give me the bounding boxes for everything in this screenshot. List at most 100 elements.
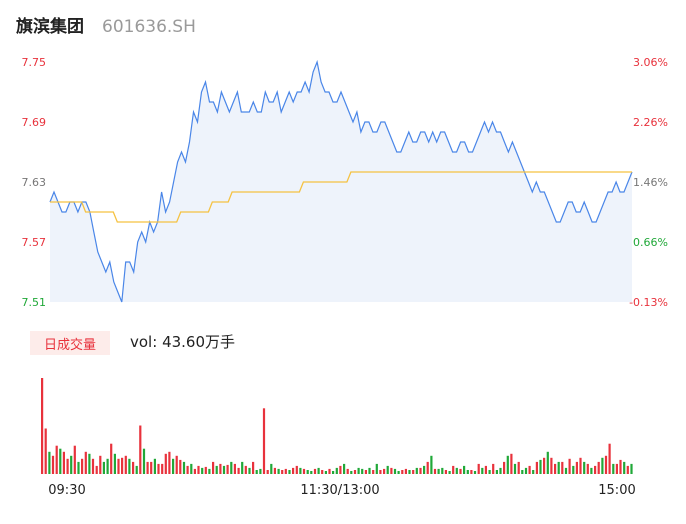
volume-bar [321, 470, 324, 474]
volume-bar [415, 467, 418, 474]
y-tick-label-right: 0.66% [633, 236, 668, 249]
volume-bar [390, 467, 393, 474]
x-tick-label: 11:30/13:00 [300, 483, 379, 498]
volume-bar [99, 455, 102, 474]
volume-bar [324, 471, 327, 474]
volume-bar [313, 468, 317, 474]
volume-bar [623, 461, 626, 474]
volume-bar [121, 457, 124, 474]
volume-bar [615, 463, 618, 474]
volume-bar [164, 453, 167, 474]
volume-bar [66, 458, 69, 474]
y-tick-label-right: 1.46% [633, 176, 668, 189]
volume-bar [506, 455, 509, 474]
volume-bar [612, 463, 615, 474]
volume-bar [408, 470, 411, 474]
volume-bar [102, 461, 105, 474]
volume-bar [426, 461, 429, 474]
volume-bar [212, 461, 215, 474]
volume-bar [193, 468, 196, 474]
volume-bar [608, 443, 611, 474]
volume-bar [292, 467, 295, 474]
volume-bar [51, 455, 55, 474]
volume-bar [604, 455, 608, 474]
volume-bar [539, 459, 542, 474]
volume-bar [343, 463, 346, 474]
volume-bar [386, 465, 389, 474]
volume-bar [135, 465, 138, 474]
volume-bar [455, 467, 458, 474]
volume-bar [517, 461, 520, 474]
volume-bar [186, 465, 189, 474]
volume-bar [543, 457, 546, 474]
volume-bar [110, 443, 113, 474]
volume-bar [579, 457, 582, 474]
volume-bar [179, 459, 182, 474]
volume-bar [241, 461, 244, 474]
y-tick-label-left: 7.63 [22, 176, 47, 189]
volume-bar [437, 468, 440, 474]
volume-bar [510, 453, 513, 474]
volume-bar [252, 461, 255, 474]
volume-bar [55, 445, 58, 474]
volume-bar [586, 463, 589, 474]
volume-bar [124, 455, 127, 474]
volume-bar [95, 465, 98, 474]
y-tick-label-left: 7.69 [22, 116, 47, 129]
volume-bar [477, 463, 480, 474]
volume-bar [113, 453, 116, 474]
volume-bar [262, 408, 266, 474]
volume-bar [448, 471, 451, 474]
volume-bar [473, 471, 477, 474]
volume-bar [77, 461, 80, 474]
volume-bar [62, 451, 65, 474]
volume-bar [208, 468, 211, 474]
volume-bar [528, 465, 531, 474]
y-tick-label-right: -0.13% [629, 296, 668, 309]
volume-bar [379, 470, 382, 474]
volume-bar [117, 458, 120, 474]
volume-bar [470, 470, 473, 474]
volume-bar [132, 461, 135, 474]
volume-badge[interactable]: 日成交量 [30, 331, 110, 355]
volume-bar [328, 468, 331, 474]
volume-bar [430, 455, 433, 474]
volume-bar [401, 470, 404, 474]
volume-bar [353, 470, 357, 474]
volume-bar [81, 458, 84, 474]
volume-bar [201, 467, 204, 474]
volume-bar [350, 471, 353, 474]
volume-bar [375, 463, 378, 474]
volume-bar [554, 463, 557, 474]
volume-bar [481, 467, 484, 474]
volume-bar [197, 465, 200, 474]
y-tick-label-right: 2.26% [633, 116, 668, 129]
volume-bar [594, 465, 597, 474]
volume-bar [273, 467, 276, 474]
volume-bar [492, 463, 495, 474]
volume-bar [452, 465, 455, 474]
volume-bar [564, 467, 568, 474]
volume-bar [488, 470, 491, 474]
price-line [49, 59, 633, 303]
volume-bar [306, 470, 309, 474]
volume-bar [459, 468, 462, 474]
volume-bar [161, 463, 164, 474]
volume-bar [572, 465, 575, 474]
volume-bar [295, 465, 298, 474]
volume-bar [404, 468, 407, 474]
x-tick-label: 09:30 [48, 483, 85, 498]
y-tick-label-right: 3.06% [633, 56, 668, 69]
volume-bar [48, 451, 51, 474]
volume-bar [266, 470, 269, 474]
volume-bar [233, 463, 236, 474]
volume-bar [466, 470, 469, 474]
volume-bar [84, 451, 87, 474]
stock-name: 旗滨集团 [16, 17, 84, 37]
volume-bar [219, 463, 222, 474]
volume-bar [41, 378, 44, 474]
volume-bar [630, 463, 633, 474]
volume-bar [393, 468, 397, 474]
volume-bar [513, 463, 517, 474]
stock-code: 601636.SH [102, 17, 196, 37]
